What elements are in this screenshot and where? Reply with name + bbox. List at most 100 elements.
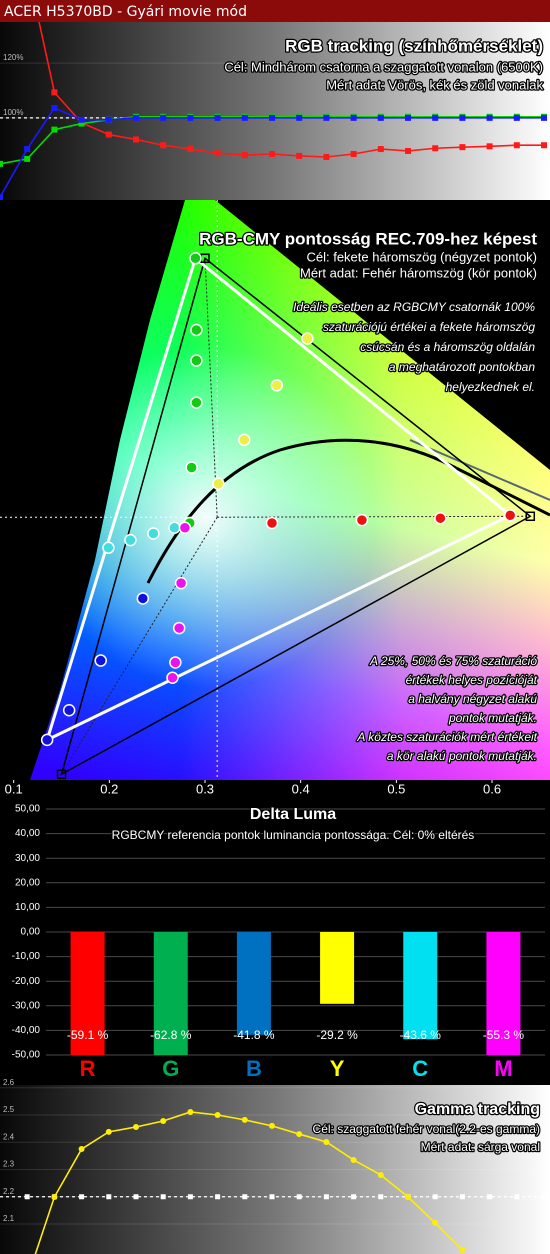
y-tick-label: 120% — [3, 53, 23, 62]
data-point — [136, 592, 150, 605]
data-point — [105, 1128, 112, 1135]
y-tick-label: 0,00 — [21, 927, 41, 938]
data-point — [405, 147, 411, 154]
category-label: G — [162, 1056, 179, 1081]
data-point — [296, 1131, 303, 1138]
data-point — [269, 114, 275, 121]
data-point — [24, 146, 31, 153]
y-tick-label: 20,00 — [15, 877, 40, 888]
chart-note: Mért adat: sárga vonal — [421, 1140, 540, 1154]
data-point — [40, 733, 54, 747]
plot-area — [70, 932, 521, 1055]
x-tick-label: 0.4 — [292, 781, 310, 796]
data-point — [133, 1123, 139, 1130]
data-point — [214, 114, 221, 121]
data-point — [486, 143, 493, 150]
x-tick-label: 0.1 — [5, 781, 23, 796]
target-point — [269, 1194, 275, 1200]
data-point — [296, 152, 303, 159]
data-point — [432, 1219, 439, 1226]
target-point — [133, 1194, 139, 1200]
gamut-locus — [30, 200, 550, 780]
annotation: a halvány négyzet alakú — [408, 692, 537, 706]
data-point — [265, 516, 279, 530]
data-point — [124, 533, 137, 547]
value-label: -41.8 % — [233, 1028, 275, 1042]
data-point — [160, 1117, 167, 1124]
chart-title: Gamma tracking — [415, 1101, 540, 1118]
x-tick-label: 0.5 — [387, 781, 405, 796]
data-point — [190, 354, 203, 367]
y-tick-label: -20,00 — [12, 976, 41, 987]
chart-note: Mért adat: Vörös, kék és zöld vonalak — [326, 77, 543, 92]
chart-subtitle: Cél: fekete háromszög (négyzet pontok) — [306, 249, 537, 264]
y-tick-label: 2.1 — [3, 1214, 15, 1223]
target-point — [514, 1194, 520, 1200]
chart-subtitle: Cél: Mindhárom csatorna a szaggatott von… — [224, 59, 543, 74]
data-point — [459, 144, 466, 151]
data-point — [187, 114, 194, 121]
cie-panel: 0.1 0.2 0.3 0.4 0.5 0.6 Ideális esetben az RGB… — [0, 200, 550, 800]
target-point — [106, 1194, 112, 1200]
value-label: -55.3 % — [483, 1028, 525, 1042]
category-label: B — [246, 1056, 262, 1081]
data-point — [350, 114, 357, 121]
target-point — [296, 1194, 302, 1200]
data-point — [269, 1122, 275, 1129]
data-point — [434, 511, 447, 525]
panel-bg — [0, 1085, 550, 1254]
bar — [153, 932, 188, 1055]
data-point — [350, 150, 357, 157]
target-point — [215, 1194, 221, 1200]
data-point — [212, 477, 225, 491]
data-point — [172, 621, 186, 635]
category-label: R — [80, 1056, 96, 1081]
data-point — [0, 160, 3, 167]
data-point — [301, 332, 314, 345]
data-point — [459, 1246, 466, 1253]
data-point — [241, 152, 248, 159]
target-point — [56, 769, 67, 780]
y-tick-label: 2.2 — [3, 1187, 15, 1196]
y-tick-label: 100% — [3, 108, 23, 117]
target-point — [459, 1194, 465, 1200]
measured-triangle — [44, 255, 513, 743]
data-point — [377, 146, 384, 153]
data-point — [185, 461, 198, 474]
data-point — [51, 104, 58, 111]
category-label: M — [494, 1056, 512, 1081]
bar — [236, 932, 271, 1035]
target-point — [242, 1194, 248, 1200]
data-point — [174, 576, 188, 590]
data-point — [503, 509, 517, 522]
y-tick-label: 40,00 — [15, 828, 40, 839]
plot-area — [0, 1108, 550, 1254]
data-point — [513, 114, 520, 121]
annotation: a meghatározott pontokban — [389, 360, 535, 374]
data-point — [160, 114, 167, 121]
target-point — [541, 1194, 547, 1200]
data-point — [405, 114, 411, 121]
data-point — [51, 1194, 58, 1201]
y-tick-label: -50,00 — [12, 1050, 41, 1061]
header-title: ACER H5370BD - Gyári movie mód — [4, 4, 247, 20]
data-point — [541, 114, 547, 121]
rgb-panel: 100% 120% RGB tracking (színhőmérséklet) Cé… — [0, 22, 550, 200]
data-point — [166, 671, 179, 685]
header-bar — [0, 0, 550, 22]
bar — [70, 932, 105, 1055]
target-point — [351, 1194, 357, 1200]
data-point — [78, 120, 85, 127]
chart-title: RGB tracking (színhőmérséklet) — [285, 36, 543, 55]
data-point — [190, 396, 203, 409]
y-tick-label: -10,00 — [12, 951, 41, 962]
target-point — [487, 1194, 493, 1200]
target-ray — [217, 515, 531, 518]
bar — [486, 932, 521, 1055]
annotation: értékek helyes pozícióját — [406, 673, 538, 687]
plot-area — [0, 200, 550, 780]
annotation: a kör alakú pontok mutatják. — [387, 749, 537, 763]
bar — [403, 932, 438, 1040]
y-tick-label: 2.4 — [3, 1132, 15, 1141]
value-label: -29.2 % — [316, 1028, 358, 1042]
